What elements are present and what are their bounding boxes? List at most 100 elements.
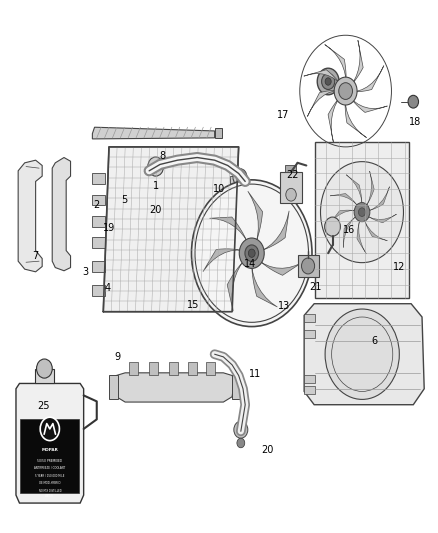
- Bar: [304, 330, 315, 338]
- Polygon shape: [257, 258, 302, 276]
- Polygon shape: [304, 70, 343, 88]
- Bar: [280, 172, 302, 203]
- Circle shape: [191, 180, 312, 327]
- Text: 50/50 PREMIXED: 50/50 PREMIXED: [37, 458, 62, 463]
- Text: 20: 20: [149, 205, 162, 215]
- Circle shape: [148, 157, 163, 176]
- Polygon shape: [304, 304, 424, 405]
- Polygon shape: [258, 211, 289, 252]
- Polygon shape: [348, 94, 387, 112]
- Text: 16: 16: [343, 225, 355, 236]
- Circle shape: [325, 217, 340, 236]
- Bar: [230, 256, 242, 266]
- Polygon shape: [343, 214, 358, 247]
- Bar: [215, 128, 223, 138]
- Text: 25: 25: [37, 401, 50, 411]
- Bar: [20, 419, 79, 494]
- Text: 19: 19: [103, 223, 115, 233]
- Text: 11: 11: [249, 369, 261, 379]
- Bar: [315, 142, 409, 298]
- Circle shape: [237, 438, 245, 448]
- Polygon shape: [209, 217, 249, 246]
- Text: ANTIFREEZE / COOLANT: ANTIFREEZE / COOLANT: [34, 466, 65, 471]
- Bar: [92, 195, 106, 205]
- Polygon shape: [92, 127, 215, 139]
- Bar: [230, 176, 242, 187]
- Polygon shape: [325, 45, 346, 87]
- Text: 5 YEAR / 150,000 MILE: 5 YEAR / 150,000 MILE: [35, 474, 64, 478]
- Bar: [169, 362, 177, 375]
- Circle shape: [325, 78, 331, 85]
- Polygon shape: [345, 95, 367, 138]
- Text: 20: 20: [261, 445, 273, 455]
- Bar: [149, 362, 158, 375]
- Polygon shape: [349, 66, 384, 92]
- Text: 9: 9: [115, 352, 121, 362]
- Text: MOPAR: MOPAR: [42, 448, 58, 453]
- Text: 8: 8: [159, 151, 165, 161]
- Text: 1: 1: [152, 181, 159, 191]
- Text: 17: 17: [277, 110, 290, 120]
- Text: 10: 10: [213, 184, 225, 195]
- Bar: [304, 314, 315, 322]
- Circle shape: [358, 208, 366, 216]
- Bar: [304, 375, 315, 383]
- Polygon shape: [307, 91, 343, 117]
- Bar: [92, 173, 106, 184]
- Circle shape: [36, 359, 52, 378]
- Bar: [188, 362, 197, 375]
- Circle shape: [408, 95, 419, 108]
- Text: WATER: WATER: [46, 495, 54, 498]
- Bar: [286, 165, 296, 172]
- Circle shape: [325, 309, 399, 399]
- Text: 6: 6: [371, 336, 377, 346]
- Text: 14: 14: [244, 259, 257, 269]
- Circle shape: [286, 188, 296, 201]
- Text: 12: 12: [393, 262, 405, 271]
- Polygon shape: [227, 258, 247, 311]
- Text: NO MIX DISTILLED: NO MIX DISTILLED: [39, 489, 61, 492]
- Circle shape: [321, 161, 403, 263]
- Bar: [230, 285, 242, 296]
- Polygon shape: [348, 40, 363, 88]
- Circle shape: [354, 203, 370, 222]
- Polygon shape: [16, 383, 84, 503]
- Circle shape: [245, 245, 258, 262]
- Text: 7: 7: [32, 251, 39, 261]
- Text: 18: 18: [410, 117, 422, 127]
- Circle shape: [334, 77, 357, 105]
- Bar: [109, 375, 118, 399]
- Circle shape: [301, 258, 314, 274]
- Text: 5: 5: [121, 195, 127, 205]
- Bar: [35, 368, 54, 383]
- Polygon shape: [329, 210, 358, 224]
- Circle shape: [317, 68, 339, 95]
- Polygon shape: [251, 261, 277, 307]
- Text: 22: 22: [286, 170, 299, 180]
- Circle shape: [321, 74, 335, 90]
- Polygon shape: [112, 373, 234, 402]
- Bar: [92, 285, 106, 296]
- Text: OE MOD-HYBRID: OE MOD-HYBRID: [39, 481, 60, 486]
- Circle shape: [339, 83, 353, 100]
- Polygon shape: [357, 217, 366, 254]
- Polygon shape: [103, 147, 239, 312]
- Circle shape: [233, 168, 247, 185]
- Polygon shape: [346, 175, 362, 207]
- Polygon shape: [18, 160, 42, 272]
- Bar: [92, 216, 106, 227]
- Polygon shape: [330, 193, 360, 208]
- Polygon shape: [248, 191, 263, 246]
- Polygon shape: [52, 158, 71, 271]
- Circle shape: [239, 238, 264, 269]
- Circle shape: [40, 417, 60, 441]
- Text: 21: 21: [309, 282, 321, 292]
- Bar: [304, 386, 315, 394]
- Bar: [92, 261, 106, 272]
- Text: 13: 13: [278, 301, 290, 311]
- Bar: [130, 362, 138, 375]
- Text: 3: 3: [83, 267, 89, 277]
- Polygon shape: [365, 214, 396, 223]
- Polygon shape: [328, 94, 343, 142]
- Circle shape: [248, 249, 255, 257]
